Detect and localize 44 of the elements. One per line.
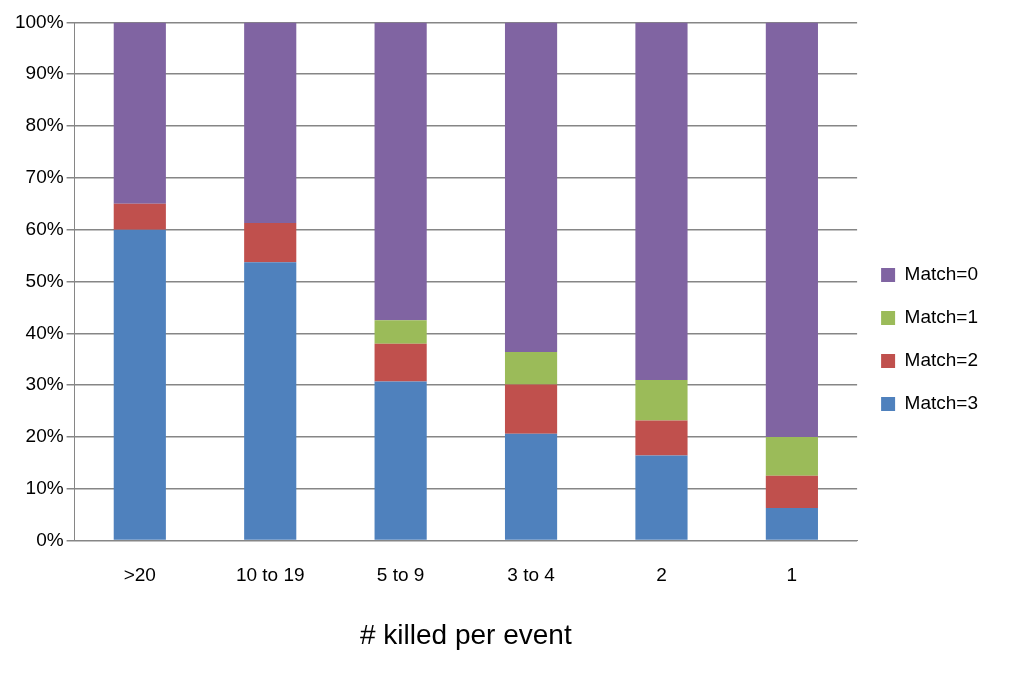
bar [374,320,427,344]
bar [244,222,297,263]
x-tick-label: 1 [786,564,798,586]
y-tick-label: 60% [25,217,64,239]
bar [765,475,818,508]
y-tick-label: 0% [36,528,64,550]
y-tick-label: 40% [25,321,64,343]
bar [765,22,818,437]
y-tick-label: 50% [25,269,64,291]
legend-label: Match=3 [904,392,978,414]
bar [504,433,558,540]
y-tick-label: 30% [25,373,64,395]
bar [765,507,818,540]
bar [765,436,818,476]
bar [113,229,166,540]
bar [635,455,688,540]
bar [244,22,297,223]
x-tick-label: >20 [123,564,156,586]
bar [113,22,166,204]
x-tick-label: 10 to 19 [235,564,305,586]
bar [113,203,166,230]
bar [374,343,427,382]
bar [504,351,558,385]
legend-label: Match=1 [904,306,978,328]
y-tick-label: 90% [25,62,64,84]
x-tick-label: 3 to 4 [507,564,556,586]
x-tick-label: 2 [656,564,667,586]
y-tick-label: 10% [25,477,64,499]
y-tick-label: 100% [14,10,64,32]
bar [635,420,688,456]
legend-label: Match=0 [904,263,978,285]
y-tick-label: 70% [25,166,64,188]
x-axis-title: # killed per event [360,618,572,650]
bar [244,262,297,540]
bar [635,379,688,421]
bar [635,22,688,380]
bar [504,22,558,352]
y-tick-label: 80% [25,114,64,136]
bar [374,381,427,540]
legend-label: Match=2 [904,349,978,371]
y-tick-label: 20% [25,425,64,447]
bar [374,22,427,321]
x-tick-label: 5 to 9 [376,564,425,586]
bar [504,384,558,434]
